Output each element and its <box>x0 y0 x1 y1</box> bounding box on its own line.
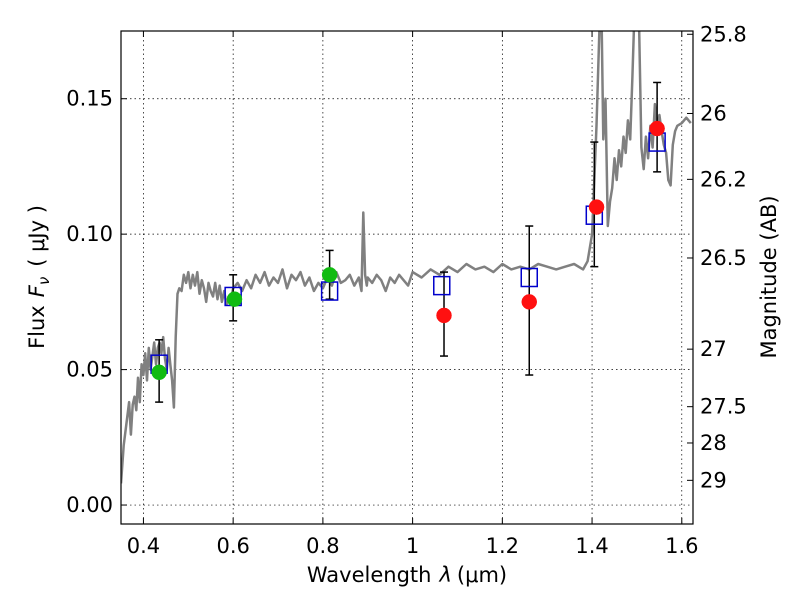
x-tick-label: 0.6 <box>216 534 249 558</box>
x-tick-label: 1.4 <box>575 534 608 558</box>
y-axis-label-text: Flux <box>25 305 49 349</box>
square-marker <box>433 275 451 296</box>
y-tick-label: 0.00 <box>66 493 113 517</box>
axis-ticks: 0.4 0.6 0.8 1 1.2 1.4 1.6 0.00 0.05 0.10 0.15 25.8 2… <box>66 22 747 558</box>
grid-lines <box>121 31 693 524</box>
circle-marker <box>521 294 538 310</box>
circle-marker <box>321 267 338 283</box>
x-axis-label-unit: (μm) <box>457 563 507 587</box>
y-axis-label: Flux Fν ( μJy ) <box>25 205 53 349</box>
y-tick-label: 0.15 <box>66 87 113 111</box>
x-tick-label: 1.6 <box>665 534 698 558</box>
x-axis-label: Wavelength λ (μm) <box>307 563 507 587</box>
x-axis-label-symbol: λ <box>438 563 451 587</box>
plot-area <box>121 31 693 524</box>
y2-axis-label: Magnitude (AB) <box>757 195 781 358</box>
x-tick-label: 1.2 <box>486 534 519 558</box>
circle-marker <box>649 120 665 137</box>
plot-frame <box>120 30 694 525</box>
y-axis-label-unit: ( μJy ) <box>25 205 49 267</box>
x-tick-label: 0.8 <box>306 534 339 558</box>
spectrum-line <box>121 31 692 484</box>
y2-tick-label: 26.5 <box>700 246 747 270</box>
x-axis-label-text: Wavelength <box>307 563 432 587</box>
y-tick-label: 0.10 <box>66 222 113 246</box>
y-axis-label-symbol-subscript: ν <box>35 277 53 285</box>
square-marker <box>520 267 539 288</box>
y-tick-label: 0.05 <box>66 358 113 382</box>
circle-marker <box>151 364 167 381</box>
y2-tick-label: 26 <box>700 101 727 125</box>
y2-tick-label: 25.8 <box>700 22 747 46</box>
circle-marker <box>588 199 605 215</box>
x-tick-label: 0.4 <box>127 534 160 558</box>
circle-marker <box>436 307 452 324</box>
y2-tick-label: 27.5 <box>700 395 747 419</box>
y2-tick-label: 28 <box>700 431 727 455</box>
y2-tick-label: 27 <box>700 337 727 361</box>
data-markers <box>150 120 666 381</box>
model-spectrum <box>121 31 692 484</box>
circle-marker <box>226 291 243 307</box>
y2-tick-label: 29 <box>700 468 727 492</box>
y-axis-label-symbol: F <box>25 284 49 297</box>
x-tick-label: 1 <box>406 534 419 558</box>
y2-tick-label: 26.2 <box>700 167 747 191</box>
